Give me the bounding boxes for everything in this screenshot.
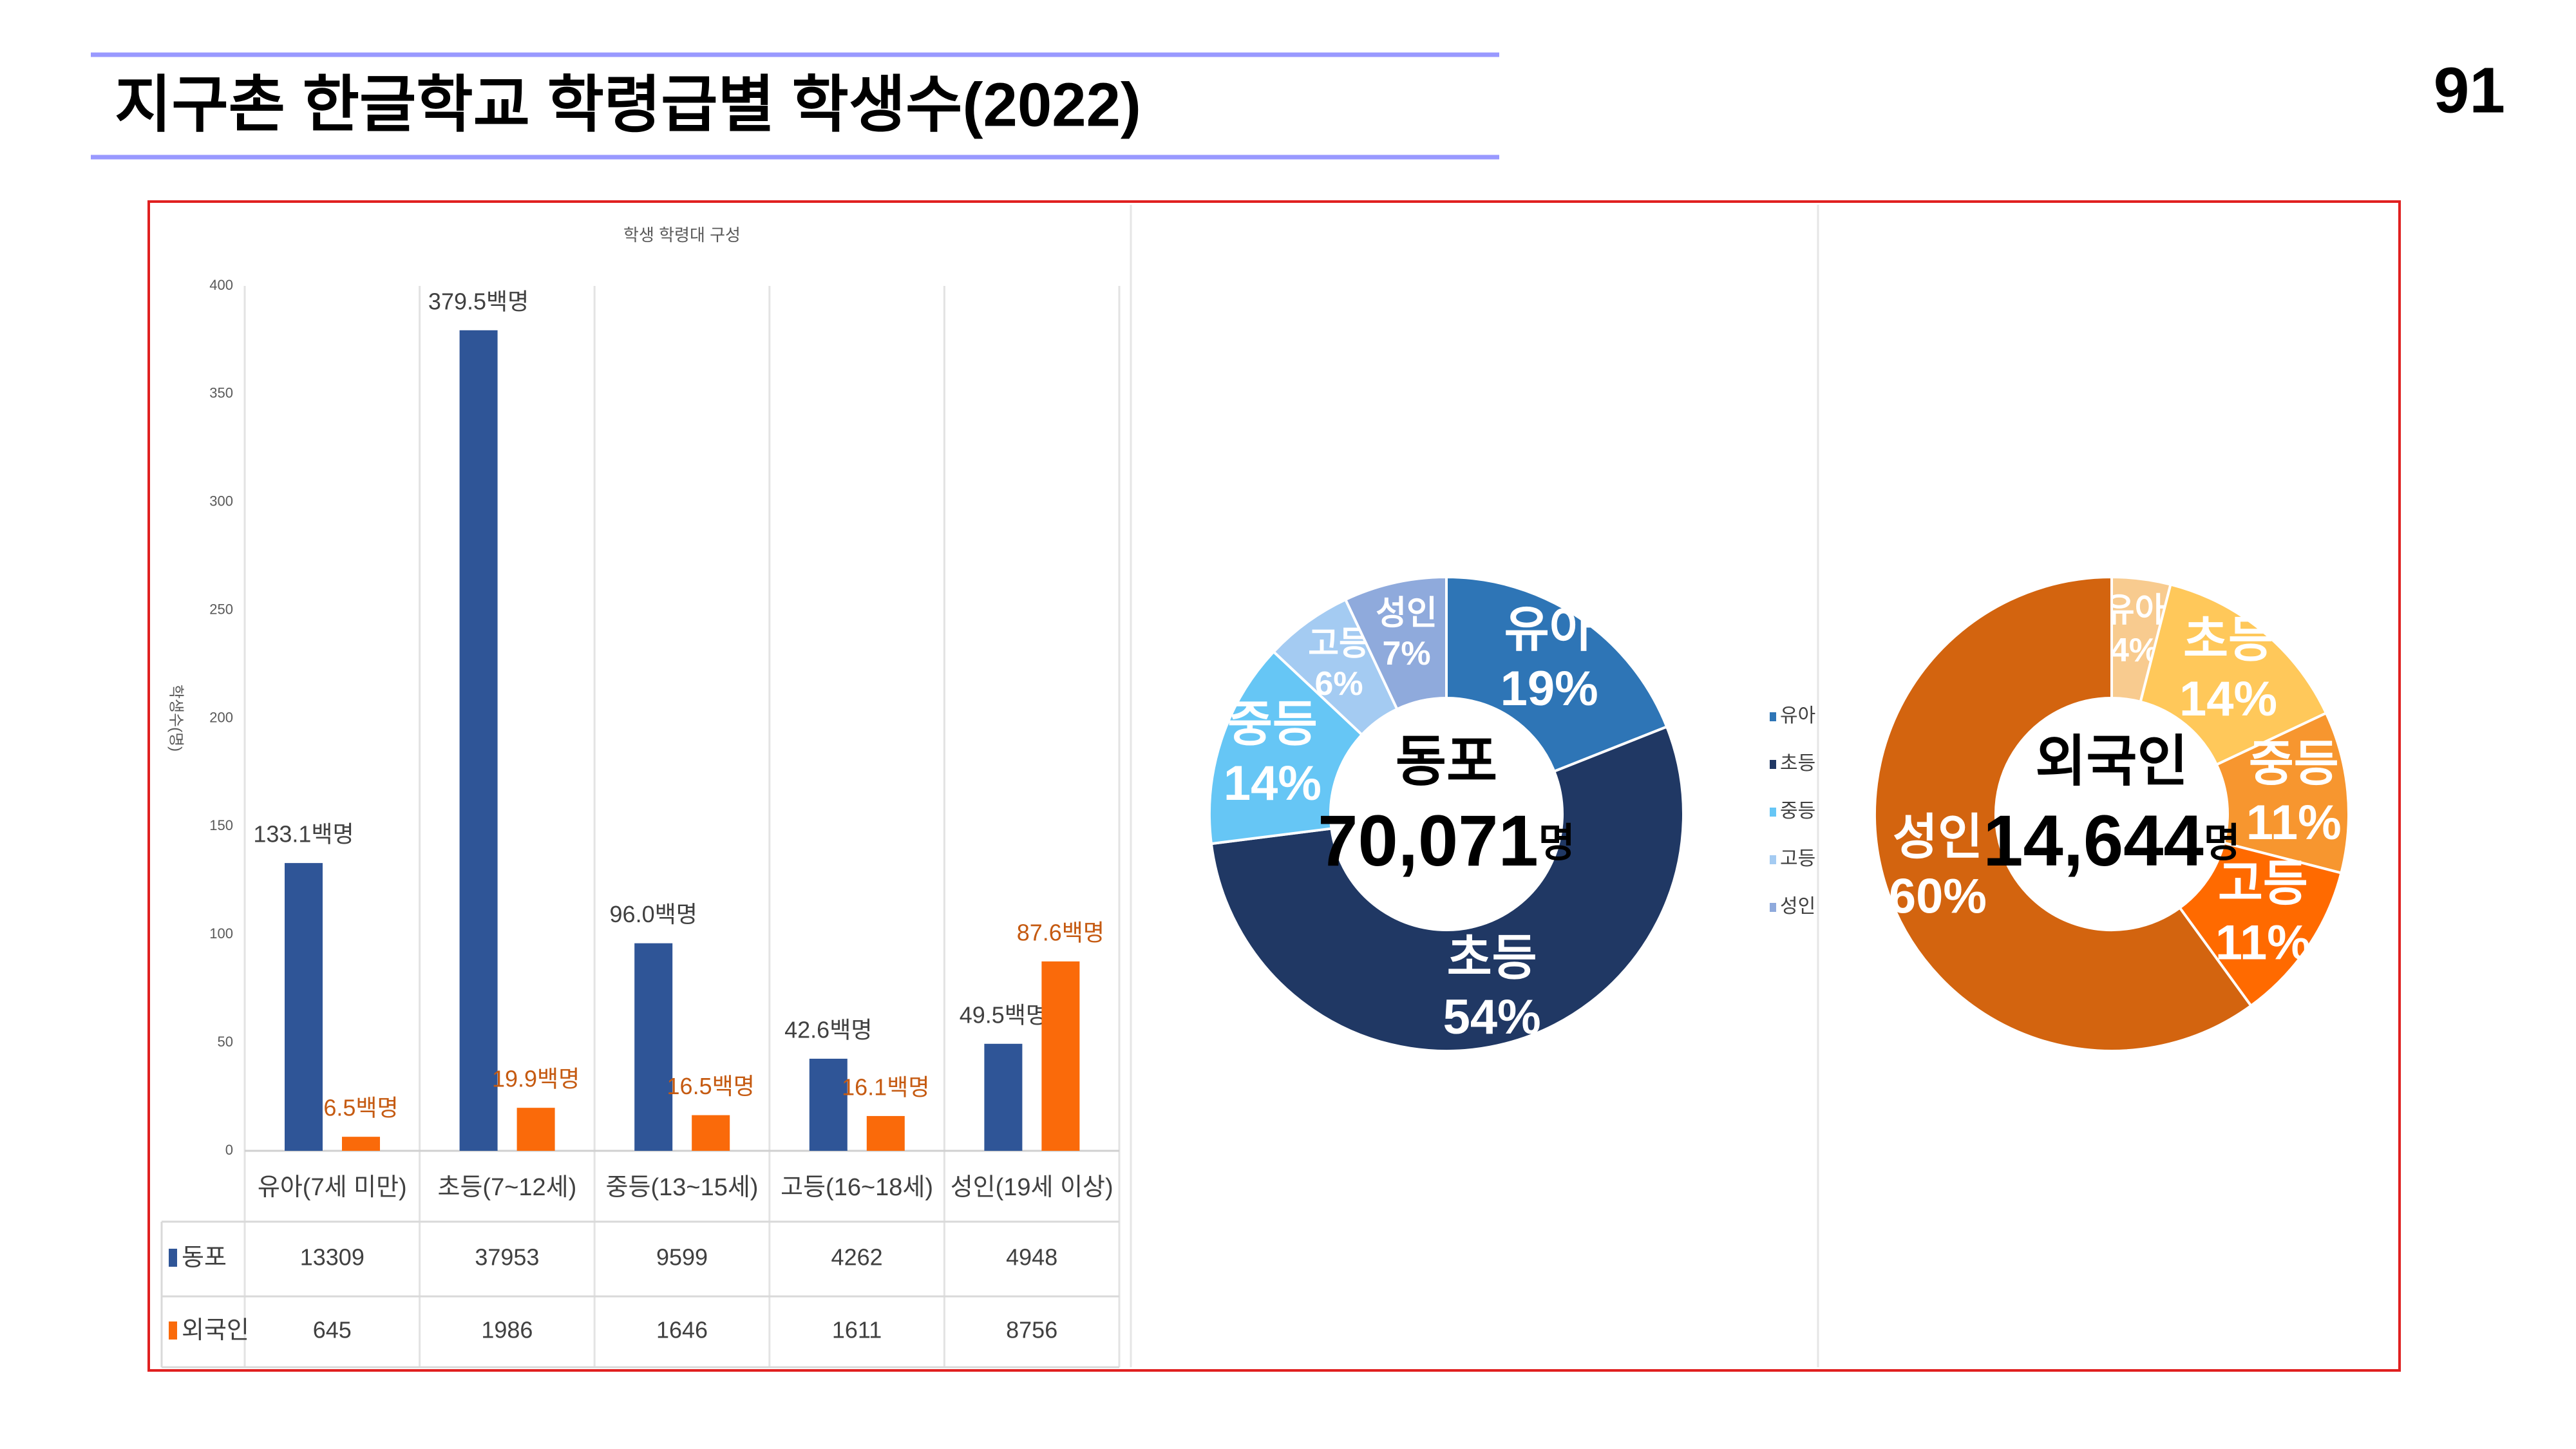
bar	[809, 1058, 848, 1151]
legend-label: 동포	[182, 1244, 227, 1271]
y-tick-label: 200	[209, 709, 233, 725]
slice-name: 중등	[1227, 697, 1318, 752]
bar	[459, 330, 498, 1151]
value-label: 6.5백명	[323, 1095, 398, 1121]
slide-title: 지구촌 한글학교 학령급별 학생수(2022)	[115, 70, 1141, 139]
x-tick-label: 초등(7~12세)	[438, 1174, 577, 1201]
legend-key	[169, 1321, 177, 1340]
legend-key	[1770, 808, 1776, 817]
center-total: 14,644명	[1983, 800, 2240, 881]
slice-name: 성인	[1893, 810, 1983, 865]
value-label: 87.6백명	[1017, 919, 1104, 945]
slice-name: 성인	[1376, 594, 1437, 632]
slice-value: 7%	[1382, 635, 1430, 672]
y-tick-label: 50	[218, 1034, 233, 1050]
y-tick-label: 350	[209, 385, 233, 401]
legend-label: 성인	[1780, 896, 1815, 917]
bar	[984, 1043, 1023, 1151]
table-cell: 1646	[656, 1317, 708, 1343]
bar	[285, 863, 323, 1151]
legend-key	[1770, 855, 1776, 864]
bar	[866, 1115, 905, 1151]
table-cell: 1611	[832, 1317, 882, 1343]
bar	[342, 1137, 380, 1151]
chart-title: 학생 학령대 구성	[623, 225, 741, 245]
donut-slice	[2139, 583, 2328, 767]
slice-value: 19%	[1501, 661, 1598, 716]
x-tick-label: 중등(13~15세)	[606, 1174, 759, 1201]
slice-name: 고등	[2218, 857, 2308, 911]
value-label: 49.5백명	[960, 1001, 1047, 1028]
y-tick-label: 0	[225, 1142, 233, 1158]
frame	[147, 200, 2401, 1372]
slice-value: 11%	[2215, 915, 2311, 970]
y-axis-label: 학생수(명)	[167, 685, 185, 752]
x-tick-label: 성인(19세 이상)	[951, 1174, 1113, 1201]
value-label: 96.0백명	[610, 901, 697, 927]
center-value: 70,071	[1318, 800, 1539, 881]
slice-name: 초등	[1447, 931, 1537, 986]
slice-value: 14%	[2179, 672, 2277, 726]
table-cell: 4262	[831, 1244, 883, 1271]
x-tick-label: 유아(7세 미만)	[258, 1174, 407, 1201]
table-cell: 4948	[1006, 1244, 1057, 1271]
value-label: 42.6백명	[784, 1016, 872, 1043]
slice-name: 유아	[2104, 592, 2166, 629]
center-title: 외국인	[2035, 731, 2188, 793]
table-cell: 645	[313, 1317, 352, 1343]
legend-key	[1770, 760, 1776, 769]
slice-name: 유아	[1504, 603, 1595, 658]
legend-label: 고등	[1780, 848, 1815, 869]
value-label: 379.5백명	[428, 288, 529, 314]
value-label: 19.9백명	[492, 1066, 580, 1092]
y-tick-label: 300	[209, 493, 233, 509]
donut-slice	[1445, 575, 1669, 773]
legend-key	[1770, 903, 1776, 912]
bar	[1041, 961, 1080, 1151]
center-title: 동포	[1396, 731, 1497, 793]
value-label: 16.5백명	[667, 1073, 755, 1099]
slice-value: 11%	[2246, 795, 2342, 850]
donut-slice	[1873, 575, 2253, 1052]
y-tick-label: 250	[209, 601, 233, 617]
slice-value: 60%	[1889, 869, 1987, 923]
slice-name: 초등	[2183, 613, 2273, 668]
center-value: 14,644	[1983, 800, 2204, 881]
legend-label: 중등	[1780, 800, 1815, 822]
table-cell: 1986	[481, 1317, 533, 1343]
legend-key	[169, 1249, 177, 1267]
donut-slice	[1209, 724, 1685, 1052]
value-label: 133.1백명	[253, 821, 354, 848]
legend-label: 외국인	[182, 1317, 249, 1344]
donut-slice	[1343, 575, 1448, 711]
table-cell: 37953	[475, 1244, 539, 1271]
page-number: 91	[2434, 54, 2505, 126]
y-tick-label: 400	[209, 277, 233, 293]
bar	[692, 1115, 730, 1151]
value-label: 16.1백명	[842, 1074, 929, 1100]
bar	[516, 1108, 555, 1151]
center-total: 70,071명	[1318, 800, 1575, 881]
y-tick-label: 100	[209, 925, 233, 942]
table-cell: 9599	[656, 1244, 708, 1271]
x-tick-label: 고등(16~18세)	[781, 1174, 933, 1201]
y-tick-label: 150	[209, 817, 233, 833]
center-unit: 명	[2204, 821, 2240, 866]
table-cell: 13309	[300, 1244, 365, 1271]
legend-key	[1770, 712, 1776, 721]
legend-label: 초등	[1780, 753, 1815, 774]
legend-label: 유아	[1780, 705, 1815, 726]
slice-value: 54%	[1443, 990, 1541, 1045]
slice-value: 6%	[1314, 665, 1363, 703]
table-cell: 8756	[1006, 1317, 1057, 1343]
center-unit: 명	[1539, 821, 1575, 866]
slice-value: 14%	[1224, 756, 1321, 811]
slice-name: 중등	[2249, 737, 2339, 791]
bar	[634, 943, 673, 1151]
